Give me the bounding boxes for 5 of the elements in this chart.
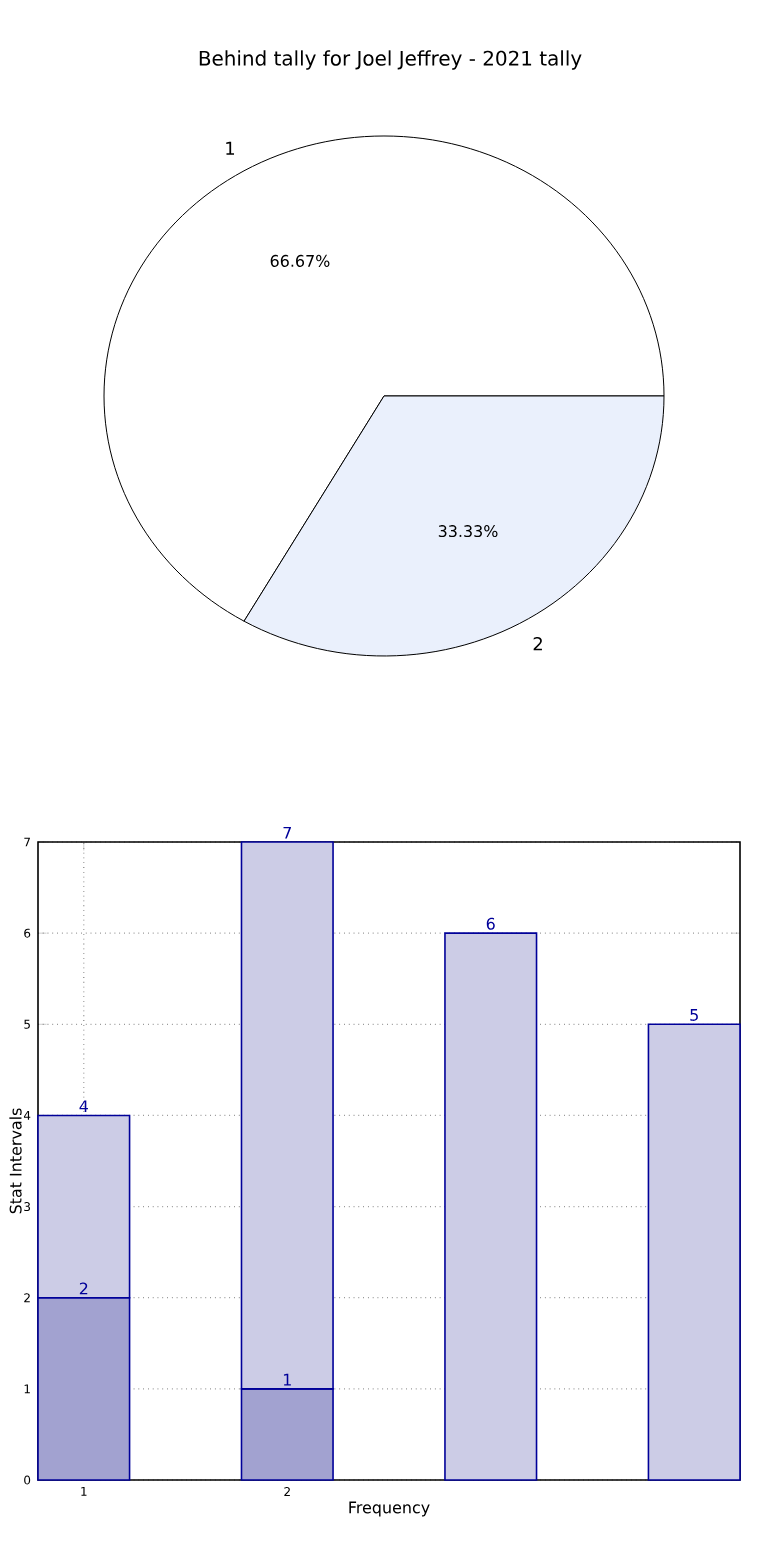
slice-label: 1 xyxy=(226,141,235,155)
bar xyxy=(444,932,538,1481)
slice-label: 2 xyxy=(533,637,542,651)
bar xyxy=(647,1023,741,1481)
chart-title: Behind tally for Joel Jeffrey - 2021 tally xyxy=(199,50,582,70)
